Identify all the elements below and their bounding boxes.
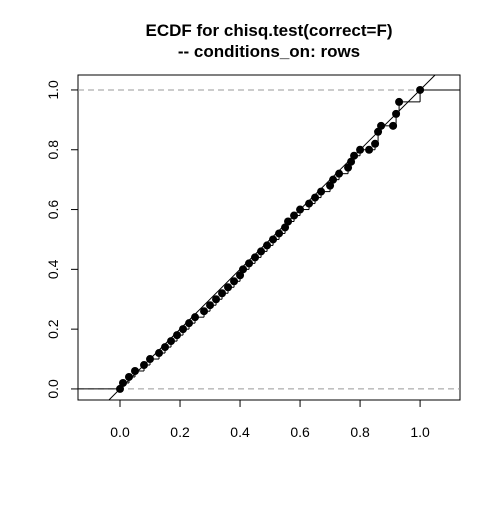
chart-subtitle: -- conditions_on: rows [178,42,360,61]
point [212,295,221,304]
point [206,301,215,310]
point [347,157,356,166]
point [395,97,404,106]
point [296,205,305,214]
point [224,283,233,292]
point [356,145,365,154]
point [155,349,164,358]
point [335,169,344,178]
point [275,229,284,238]
point [416,85,425,94]
point [305,199,314,208]
plot-box [77,74,461,401]
point [374,127,383,136]
point [350,151,359,160]
y-tick-label: 1.0 [45,80,61,100]
point [257,247,266,256]
chart-title: ECDF for chisq.test(correct=F) [145,21,392,40]
point [119,378,128,387]
y-tick-label: 0.6 [45,200,61,220]
point [230,277,239,286]
x-tick-label: 0.6 [290,424,310,440]
point [131,366,140,375]
point [179,325,188,334]
y-tick-label: 0.2 [45,319,61,339]
point [317,187,326,196]
point [284,217,293,226]
point [365,145,374,154]
point [200,307,209,316]
point [371,139,380,148]
x-tick-label: 0.8 [350,424,370,440]
point [251,253,260,262]
y-tick-label: 0.8 [45,140,61,160]
x-tick-label: 0.4 [230,424,250,440]
point [239,265,248,274]
y-tick-label: 0.0 [45,379,61,399]
x-tick-label: 1.0 [410,424,430,440]
point [281,223,290,232]
point [389,121,398,130]
y-tick-label: 0.4 [45,259,61,279]
point [161,343,170,352]
x-tick-label: 0.2 [170,424,190,440]
point [167,337,176,346]
point [140,361,149,370]
point [236,271,245,280]
point [125,372,134,381]
point [191,313,200,322]
x-tick-label: 0.0 [110,424,130,440]
point [326,181,335,190]
point [116,384,125,393]
point [263,241,272,250]
point [290,211,299,220]
point [185,319,194,328]
point [245,259,254,268]
point [311,193,320,202]
point [377,121,386,130]
point [344,163,353,172]
point [173,331,182,340]
point [146,355,155,364]
point [392,109,401,118]
point [218,289,227,298]
point [329,175,338,184]
point [269,235,278,244]
